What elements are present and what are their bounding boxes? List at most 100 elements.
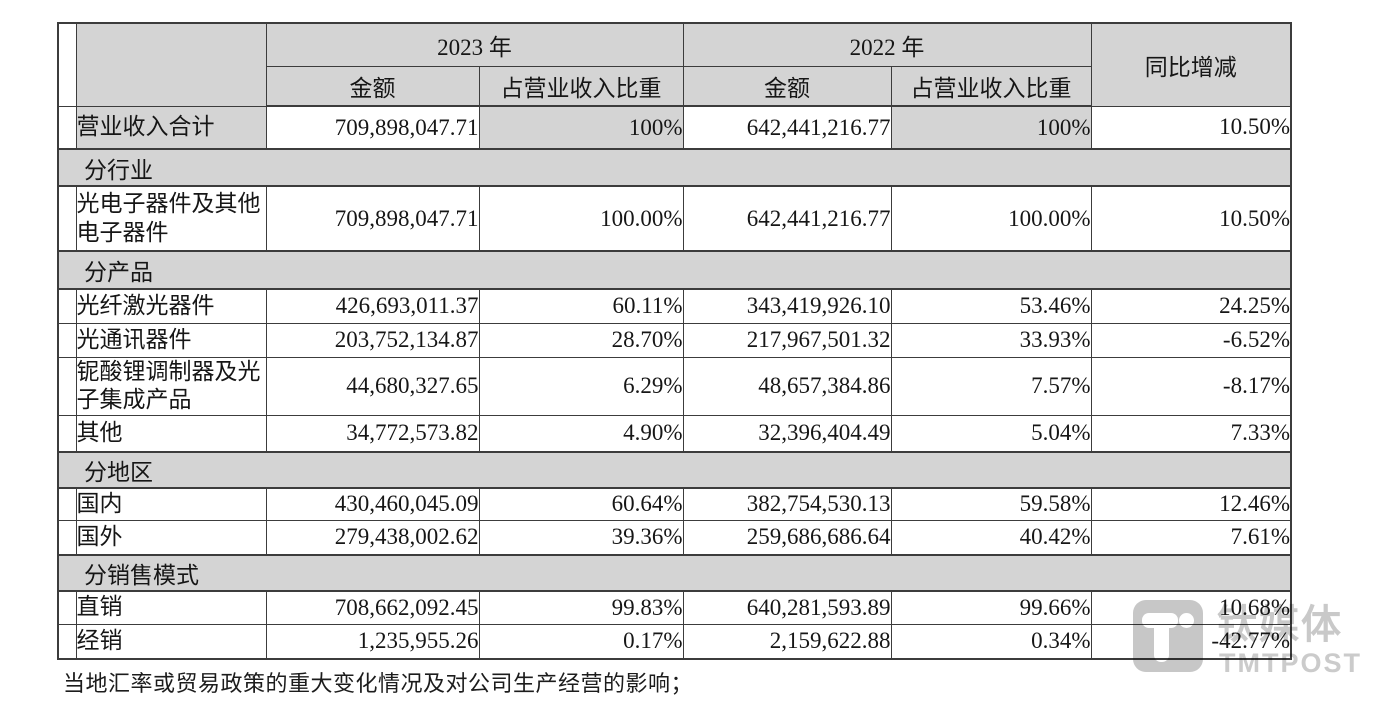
- gutter-cell: [57, 520, 77, 555]
- watermark-en-text: TMTPOST: [1219, 648, 1362, 678]
- gutter-cell: [57, 322, 77, 358]
- section-label: 分产品: [57, 250, 1292, 290]
- footnote-text: 当地汇率或贸易政策的重大变化情况及对公司生产经营的影响；: [63, 671, 694, 696]
- share-2023-cell: 100%: [478, 105, 684, 150]
- row-label: 光通讯器件: [75, 322, 267, 358]
- share-2022-cell: 100.00%: [890, 185, 1092, 252]
- amount-2022-cell: 343,419,926.10: [682, 288, 892, 324]
- table-row-direct-sales: 直销 708,662,092.45 99.83% 640,281,593.89 …: [57, 590, 1292, 625]
- gutter-cell: [57, 185, 77, 252]
- yoy-cell: -8.17%: [1090, 356, 1292, 416]
- header-row-years: 2023 年 2022 年 同比增减: [57, 22, 1292, 107]
- amount-2023-cell: 426,693,011.37: [265, 288, 480, 324]
- amount-2022-cell: 2,159,622.88: [682, 624, 892, 659]
- share-2022-cell: 59.58%: [890, 487, 1092, 521]
- row-label: 直销: [75, 590, 267, 625]
- gutter-cell: [57, 356, 77, 416]
- gutter-cell: [57, 415, 77, 452]
- share-2022-cell: 40.42%: [890, 520, 1092, 555]
- header-yoy: 同比增减: [1090, 22, 1292, 107]
- amount-2022-cell: 642,441,216.77: [682, 185, 892, 252]
- table-row-optical-comm: 光通讯器件 203,752,134.87 28.70% 217,967,501.…: [57, 322, 1292, 358]
- yoy-cell: 7.61%: [1090, 520, 1292, 555]
- gutter-cell: [57, 22, 77, 107]
- row-label: 其他: [75, 415, 267, 452]
- amount-2023-cell: 203,752,134.87: [265, 322, 480, 358]
- section-row-product: 分产品: [57, 250, 1292, 290]
- row-label: 国内: [75, 487, 267, 521]
- gutter-cell: [57, 590, 77, 625]
- share-2023-cell: 28.70%: [478, 322, 684, 358]
- table-row-domestic: 国内 430,460,045.09 60.64% 382,754,530.13 …: [57, 487, 1292, 521]
- table-row-total: 营业收入合计 709,898,047.71 100% 642,441,216.7…: [57, 105, 1292, 150]
- amount-2022-cell: 259,686,686.64: [682, 520, 892, 555]
- tmtpost-watermark: 钛媒体 TMTPOST: [1133, 598, 1360, 683]
- amount-2022-cell: 642,441,216.77: [682, 105, 892, 150]
- amount-2023-cell: 1,235,955.26: [265, 624, 480, 659]
- share-2022-cell: 33.93%: [890, 322, 1092, 358]
- header-row-measures: 金额 占营业收入比重 金额 占营业收入比重: [58, 65, 1291, 107]
- row-label: 经销: [75, 624, 267, 659]
- yoy-cell: 10.50%: [1090, 185, 1292, 252]
- row-label: 光电子器件及其他电子器件: [75, 185, 267, 252]
- table-row-fiber-laser: 光纤激光器件 426,693,011.37 60.11% 343,419,926…: [57, 288, 1292, 324]
- header-amount-2023: 金额: [265, 65, 480, 107]
- share-2023-cell: 6.29%: [478, 356, 684, 416]
- section-row-industry: 分行业: [57, 148, 1292, 187]
- header-share-2022: 占营业收入比重: [890, 65, 1092, 107]
- section-label: 分地区: [57, 450, 1292, 489]
- watermark-cn-text: 钛媒体: [1217, 603, 1343, 647]
- revenue-breakdown-table: 2023 年 2022 年 同比增减 金额 占营业收入比重 金额 占营业收入比重…: [57, 22, 1292, 660]
- header-share-2023: 占营业收入比重: [478, 65, 684, 107]
- row-label: 营业收入合计: [75, 105, 267, 150]
- share-2023-cell: 100.00%: [478, 185, 684, 252]
- share-2023-cell: 60.64%: [478, 487, 684, 521]
- gutter-cell: [57, 624, 77, 659]
- share-2023-cell: 4.90%: [478, 415, 684, 452]
- section-label: 分销售模式: [57, 553, 1292, 592]
- header-corner-cell: [75, 22, 267, 107]
- share-2022-cell: 53.46%: [890, 288, 1092, 324]
- share-2023-cell: 99.83%: [478, 590, 684, 625]
- amount-2022-cell: 217,967,501.32: [682, 322, 892, 358]
- amount-2022-cell: 640,281,593.89: [682, 590, 892, 625]
- yoy-cell: 12.46%: [1090, 487, 1292, 521]
- section-label: 分行业: [57, 148, 1292, 187]
- section-row-sales-mode: 分销售模式: [57, 553, 1292, 592]
- amount-2022-cell: 382,754,530.13: [682, 487, 892, 521]
- table-row-distribution: 经销 1,235,955.26 0.17% 2,159,622.88 0.34%…: [57, 624, 1292, 659]
- gutter-cell: [57, 105, 77, 150]
- amount-2023-cell: 44,680,327.65: [265, 356, 480, 416]
- yoy-cell: 7.33%: [1090, 415, 1292, 452]
- header-year-2022: 2022 年: [682, 22, 1092, 67]
- share-2023-cell: 39.36%: [478, 520, 684, 555]
- share-2022-cell: 5.04%: [890, 415, 1092, 452]
- amount-2023-cell: 709,898,047.71: [265, 185, 480, 252]
- table-row-other: 其他 34,772,573.82 4.90% 32,396,404.49 5.0…: [57, 415, 1292, 452]
- row-label: 国外: [75, 520, 267, 555]
- share-2022-cell: 0.34%: [890, 624, 1092, 659]
- amount-2023-cell: 279,438,002.62: [265, 520, 480, 555]
- gutter-cell: [57, 288, 77, 324]
- amount-2022-cell: 48,657,384.86: [682, 356, 892, 416]
- amount-2023-cell: 709,898,047.71: [265, 105, 480, 150]
- share-2023-cell: 0.17%: [478, 624, 684, 659]
- tmtpost-t-logo-icon: [1133, 600, 1203, 672]
- table-row-optoelectronics: 光电子器件及其他电子器件 709,898,047.71 100.00% 642,…: [57, 185, 1292, 252]
- amount-2023-cell: 430,460,045.09: [265, 487, 480, 521]
- header-year-2023: 2023 年: [265, 22, 684, 67]
- amount-2023-cell: 34,772,573.82: [265, 415, 480, 452]
- yoy-cell: -6.52%: [1090, 322, 1292, 358]
- yoy-cell: 24.25%: [1090, 288, 1292, 324]
- amount-2023-cell: 708,662,092.45: [265, 590, 480, 625]
- section-row-region: 分地区: [57, 450, 1292, 489]
- gutter-cell: [57, 487, 77, 521]
- share-2022-cell: 99.66%: [890, 590, 1092, 625]
- share-2023-cell: 60.11%: [478, 288, 684, 324]
- table-row-lithium-niobate: 铌酸锂调制器及光子集成产品 44,680,327.65 6.29% 48,657…: [57, 356, 1292, 416]
- header-amount-2022: 金额: [682, 65, 892, 107]
- row-label: 光纤激光器件: [75, 288, 267, 324]
- table-row-overseas: 国外 279,438,002.62 39.36% 259,686,686.64 …: [57, 520, 1292, 555]
- yoy-cell: 10.50%: [1090, 105, 1292, 150]
- amount-2022-cell: 32,396,404.49: [682, 415, 892, 452]
